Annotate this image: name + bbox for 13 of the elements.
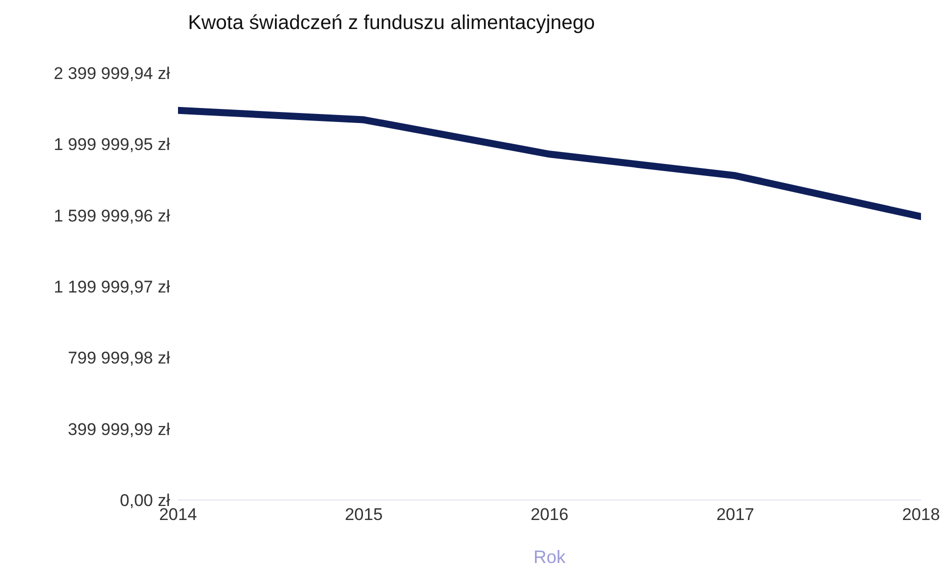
x-tick-label: 2014 — [159, 505, 197, 524]
y-tick-label: 399 999,99 zł — [68, 420, 170, 439]
y-tick-label: 799 999,98 zł — [68, 348, 170, 368]
x-tick-label: 2016 — [530, 505, 568, 524]
y-tick-label: 2 399 999,94 zł — [54, 64, 170, 84]
y-tick-label: 1 999 999,95 zł — [54, 135, 170, 154]
chart-title: Kwota świadczeń z funduszu alimentacyjnego — [188, 12, 595, 35]
x-axis-title: Rok — [533, 547, 566, 567]
y-tick-label: 1 199 999,97 zł — [54, 278, 170, 297]
x-tick-label: 2017 — [716, 505, 754, 524]
x-tick-label: 2015 — [344, 505, 383, 524]
y-tick-label: 1 599 999,96 zł — [54, 206, 170, 226]
x-tick-label: 2018 — [902, 505, 940, 524]
